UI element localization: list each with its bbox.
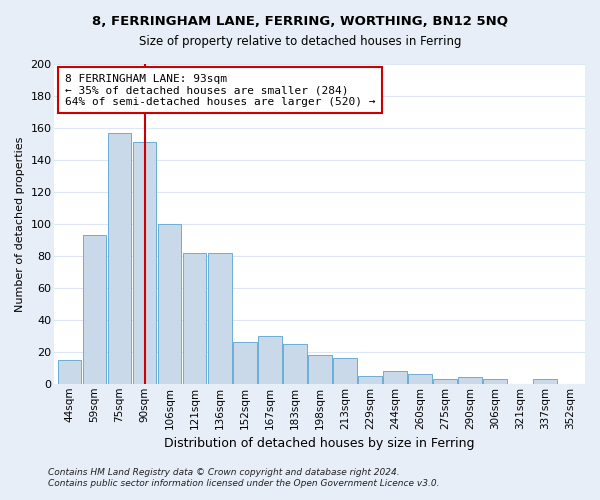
Bar: [533, 379, 557, 384]
Bar: [433, 379, 457, 384]
Bar: [107, 132, 131, 384]
Bar: [308, 355, 332, 384]
Bar: [233, 342, 257, 384]
Bar: [158, 224, 181, 384]
Bar: [408, 374, 432, 384]
Bar: [358, 376, 382, 384]
Bar: [258, 336, 281, 384]
Bar: [133, 142, 157, 384]
Bar: [183, 252, 206, 384]
Bar: [208, 252, 232, 384]
Y-axis label: Number of detached properties: Number of detached properties: [15, 136, 25, 312]
Bar: [283, 344, 307, 384]
X-axis label: Distribution of detached houses by size in Ferring: Distribution of detached houses by size …: [164, 437, 475, 450]
Bar: [383, 371, 407, 384]
Text: Contains HM Land Registry data © Crown copyright and database right 2024.
Contai: Contains HM Land Registry data © Crown c…: [48, 468, 439, 487]
Bar: [83, 235, 106, 384]
Text: Size of property relative to detached houses in Ferring: Size of property relative to detached ho…: [139, 35, 461, 48]
Bar: [333, 358, 356, 384]
Bar: [458, 378, 482, 384]
Bar: [58, 360, 82, 384]
Text: 8, FERRINGHAM LANE, FERRING, WORTHING, BN12 5NQ: 8, FERRINGHAM LANE, FERRING, WORTHING, B…: [92, 15, 508, 28]
Bar: [483, 379, 507, 384]
Text: 8 FERRINGHAM LANE: 93sqm
← 35% of detached houses are smaller (284)
64% of semi-: 8 FERRINGHAM LANE: 93sqm ← 35% of detach…: [65, 74, 376, 107]
